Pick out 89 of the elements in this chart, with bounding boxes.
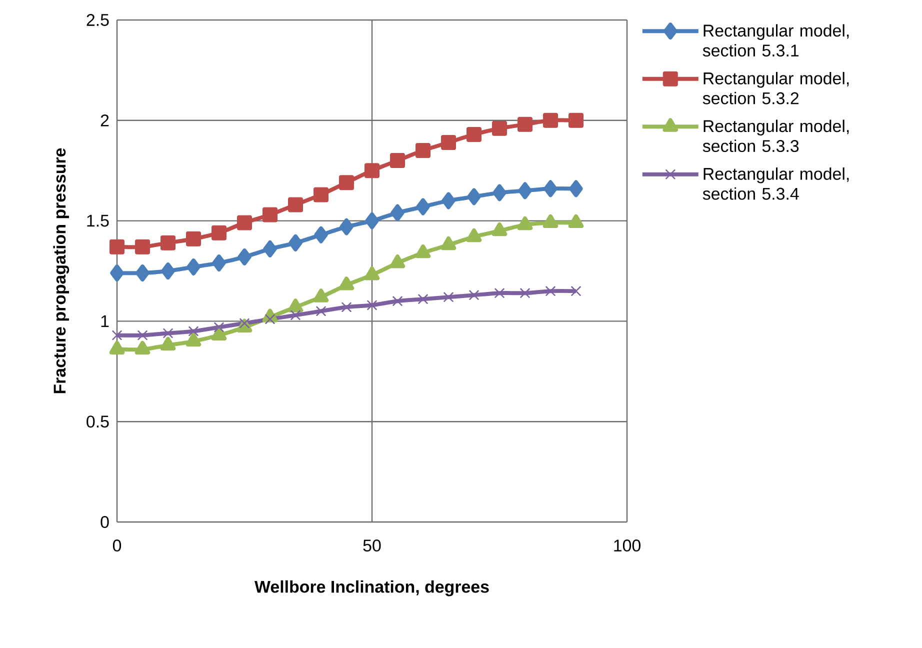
point bbox=[188, 326, 199, 336]
point bbox=[520, 288, 530, 298]
y-tick-label: 0 bbox=[100, 516, 109, 528]
point bbox=[492, 222, 508, 236]
point bbox=[441, 134, 456, 150]
point bbox=[136, 264, 150, 282]
point bbox=[288, 234, 302, 252]
point bbox=[568, 214, 584, 228]
point bbox=[340, 218, 354, 236]
point bbox=[162, 328, 174, 338]
point bbox=[467, 188, 481, 206]
point bbox=[314, 226, 328, 244]
point bbox=[415, 244, 431, 258]
point bbox=[290, 310, 301, 320]
point bbox=[364, 163, 380, 178]
y-tick-label: 2.5 bbox=[86, 14, 109, 26]
x-axis-title: Wellbore Inclination, degrees bbox=[254, 580, 489, 596]
point bbox=[416, 143, 431, 158]
point bbox=[112, 330, 122, 340]
point bbox=[570, 286, 582, 296]
point bbox=[134, 340, 150, 355]
point bbox=[214, 322, 224, 332]
legend-label: Rectangular model, section 5.3.2 bbox=[702, 72, 849, 104]
point bbox=[492, 184, 506, 202]
point bbox=[442, 192, 456, 210]
point bbox=[543, 112, 558, 128]
point bbox=[518, 116, 533, 132]
point bbox=[390, 204, 404, 222]
point bbox=[466, 228, 482, 242]
x-tick-label: 0 bbox=[112, 540, 122, 552]
point bbox=[212, 225, 227, 240]
point bbox=[517, 216, 533, 230]
point bbox=[365, 212, 379, 230]
point bbox=[288, 298, 304, 312]
point bbox=[390, 254, 406, 268]
point bbox=[186, 332, 202, 347]
point bbox=[186, 258, 200, 276]
point bbox=[264, 314, 276, 324]
point bbox=[239, 318, 250, 328]
point bbox=[161, 262, 175, 280]
point bbox=[392, 296, 403, 306]
y-tick-label: 0.5 bbox=[86, 416, 109, 428]
y-tick-label: 1.5 bbox=[87, 214, 109, 227]
point bbox=[341, 302, 352, 312]
point bbox=[186, 231, 202, 246]
point bbox=[338, 276, 354, 290]
point bbox=[390, 153, 406, 168]
legend-label: Rectangular model, section 5.3.1 bbox=[702, 24, 849, 57]
point bbox=[468, 290, 480, 300]
y-tick-label: 2 bbox=[100, 114, 109, 126]
point bbox=[568, 112, 584, 128]
point bbox=[518, 182, 532, 200]
point bbox=[339, 175, 354, 190]
point bbox=[263, 240, 277, 258]
point bbox=[109, 340, 125, 355]
point bbox=[440, 236, 456, 250]
point bbox=[364, 266, 380, 280]
legend-label: Rectangular model, section 5.3.4 bbox=[702, 167, 849, 200]
point bbox=[160, 235, 176, 250]
point bbox=[418, 294, 428, 304]
point bbox=[313, 288, 329, 302]
point bbox=[494, 288, 505, 298]
point bbox=[544, 180, 558, 198]
point bbox=[316, 306, 326, 316]
point bbox=[416, 198, 430, 216]
point bbox=[366, 300, 378, 310]
point bbox=[542, 214, 558, 228]
legend-label: Rectangular model, section 5.3.3 bbox=[702, 120, 849, 152]
point bbox=[238, 248, 252, 266]
point bbox=[160, 336, 176, 351]
x-tick-label: 50 bbox=[363, 540, 381, 552]
point bbox=[288, 197, 304, 212]
point bbox=[110, 239, 124, 254]
point bbox=[237, 215, 252, 230]
point bbox=[211, 326, 227, 341]
x-tick-label: 100 bbox=[614, 540, 640, 552]
point bbox=[262, 207, 278, 222]
point bbox=[466, 126, 482, 142]
point bbox=[212, 254, 226, 272]
point bbox=[443, 292, 454, 302]
point bbox=[492, 120, 508, 136]
y-tick-label: 1 bbox=[101, 315, 109, 328]
point bbox=[110, 264, 124, 282]
point bbox=[545, 286, 556, 296]
point bbox=[314, 187, 329, 202]
y-axis-title: Fracture propagation pressure bbox=[53, 148, 70, 394]
point bbox=[569, 180, 583, 198]
point bbox=[137, 330, 148, 340]
point bbox=[135, 239, 150, 254]
